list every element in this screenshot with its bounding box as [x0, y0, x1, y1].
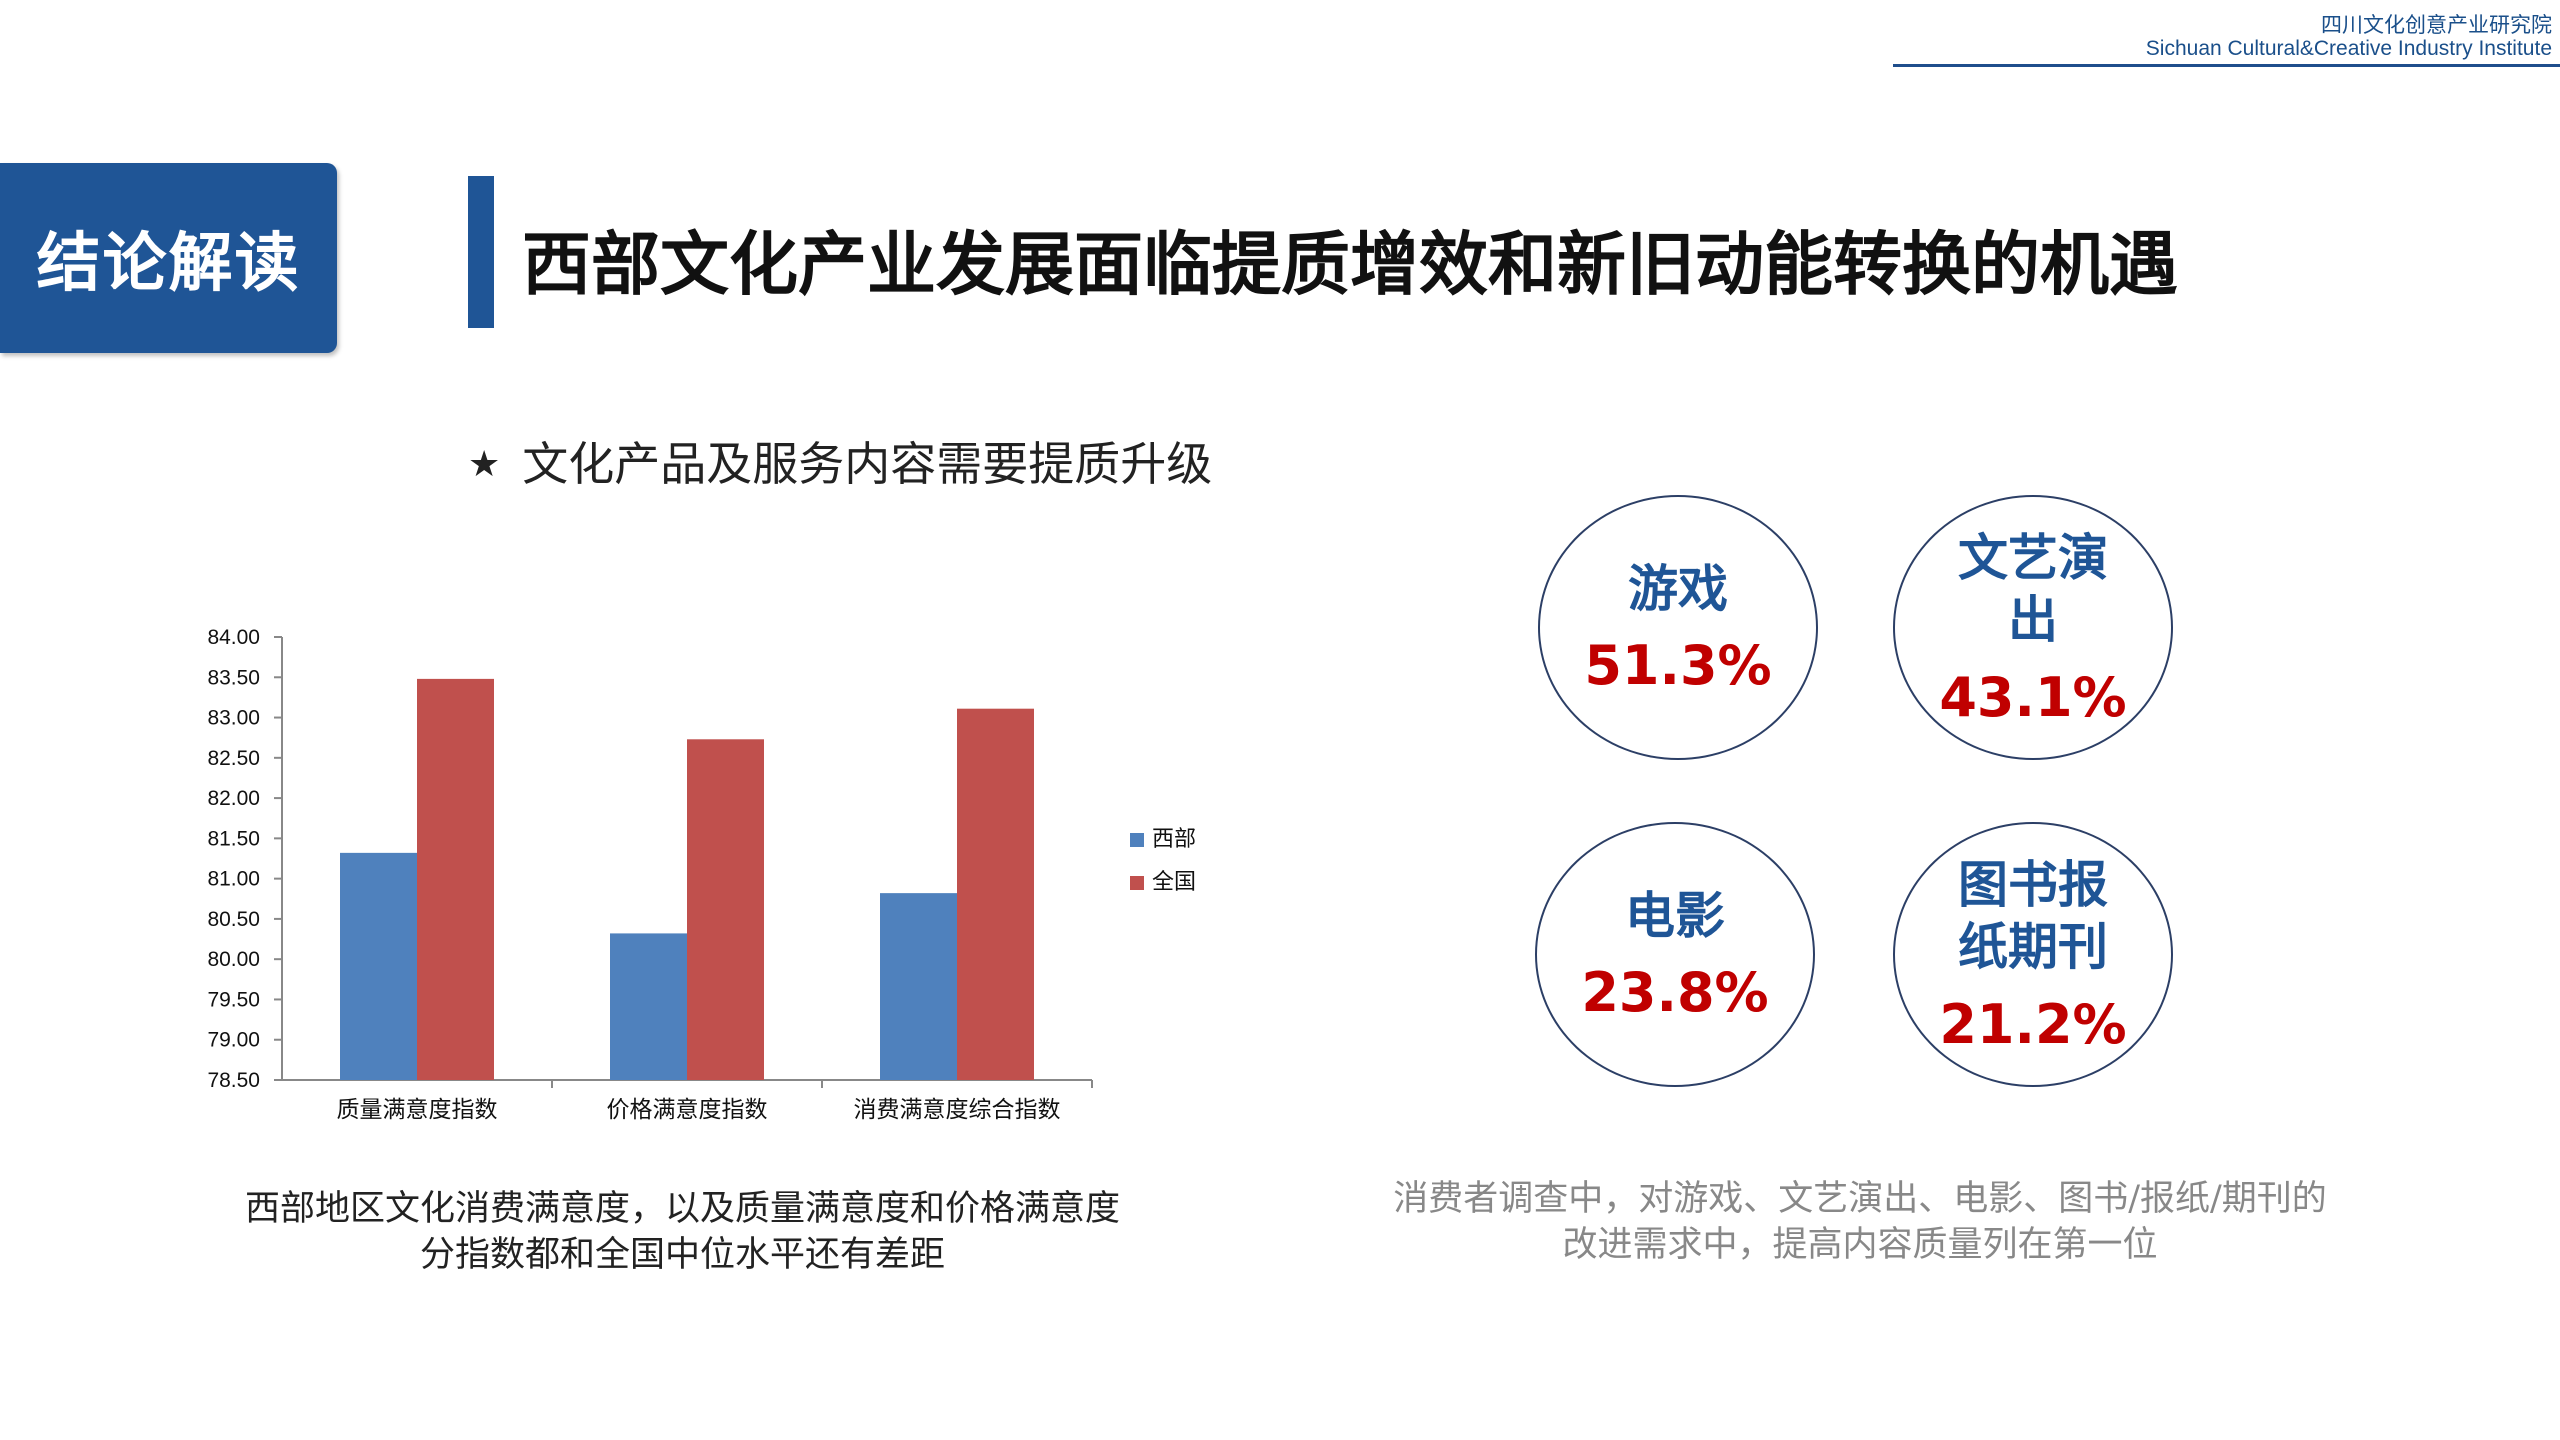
stat-label-performance: 文艺演出: [1958, 528, 2108, 650]
y-tick-label: 82.00: [207, 787, 260, 810]
x-category-label: 消费满意度综合指数: [854, 1097, 1061, 1123]
bar-west: [880, 893, 957, 1080]
stat-label-film: 电影: [1625, 886, 1725, 945]
subtitle: ★ 文化产品及服务内容需要提质升级: [468, 428, 1212, 494]
header-rule: [1893, 64, 2560, 67]
institute-name-en: Sichuan Cultural&Creative Industry Insti…: [2145, 37, 2552, 61]
survey-caption-line1: 消费者调查中，对游戏、文艺演出、电影、图书/报纸/期刊的: [1393, 1179, 2327, 1219]
stat-value-performance: 43.1%: [1939, 665, 2127, 729]
legend-label: 全国: [1152, 870, 1196, 895]
subtitle-text: 文化产品及服务内容需要提质升级: [522, 437, 1213, 491]
y-tick-label: 79.50: [207, 988, 260, 1011]
bar-national: [957, 708, 1034, 1080]
bar-west: [610, 933, 687, 1080]
y-tick-label: 83.50: [207, 666, 260, 689]
stat-circle-performance: 文艺演出 43.1%: [1893, 495, 2173, 760]
y-tick-label: 84.00: [207, 626, 260, 649]
bar-national: [687, 739, 764, 1080]
legend-label: 西部: [1152, 827, 1196, 852]
stat-value-games: 51.3%: [1584, 634, 1772, 698]
chart-caption-line1: 西部地区文化消费满意度，以及质量满意度和价格满意度: [244, 1189, 1120, 1229]
y-tick-label: 80.00: [207, 948, 260, 971]
y-tick-label: 81.50: [207, 827, 260, 850]
bar-west: [340, 852, 417, 1080]
stat-label-games: 游戏: [1628, 559, 1728, 618]
stat-circle-games: 游戏 51.3%: [1538, 495, 1818, 760]
x-category-label: 质量满意度指数: [337, 1097, 498, 1123]
survey-caption: 消费者调查中，对游戏、文艺演出、电影、图书/报纸/期刊的 改进需求中，提高内容质…: [1300, 1177, 2420, 1268]
page-title: 西部文化产业发展面临提质增效和新旧动能转换的机遇: [522, 225, 2178, 305]
legend-swatch: [1130, 833, 1144, 847]
satisfaction-bar-chart: 78.50 79.00 79.50 80.00 80.50 81.00 81.50 82.00…: [207, 626, 1196, 1123]
y-tick-label: 82.50: [207, 747, 260, 770]
y-tick-label: 81.00: [207, 868, 260, 891]
x-category-label: 价格满意度指数: [607, 1097, 768, 1123]
stat-label-print: 图书报纸期刊: [1958, 855, 2108, 977]
survey-caption-line2: 改进需求中，提高内容质量列在第一位: [1562, 1224, 2158, 1265]
institute-name-cn: 四川文化创意产业研究院: [2321, 13, 2552, 37]
chart-caption-line2: 分指数都和全国中位水平还有差距: [419, 1234, 945, 1275]
stat-circle-print: 图书报纸期刊 21.2%: [1893, 822, 2173, 1087]
legend-swatch: [1130, 876, 1144, 890]
stat-circle-film: 电影 23.8%: [1535, 822, 1815, 1087]
stat-value-film: 23.8%: [1581, 961, 1769, 1025]
y-tick-label: 80.50: [207, 908, 260, 931]
y-tick-label: 83.00: [207, 707, 260, 730]
bar-national: [417, 678, 494, 1080]
y-tick-label: 78.50: [207, 1069, 260, 1092]
title-accent-bar: [468, 176, 494, 328]
star-icon: ★: [468, 444, 501, 485]
section-tag: 结论解读: [0, 163, 337, 353]
institute-header: 四川文化创意产业研究院 Sichuan Cultural&Creative In…: [2145, 13, 2552, 61]
y-tick-label: 79.00: [207, 1029, 260, 1052]
stat-value-print: 21.2%: [1939, 992, 2127, 1056]
chart-caption: 西部地区文化消费满意度，以及质量满意度和价格满意度 分指数都和全国中位水平还有差…: [120, 1187, 1245, 1278]
